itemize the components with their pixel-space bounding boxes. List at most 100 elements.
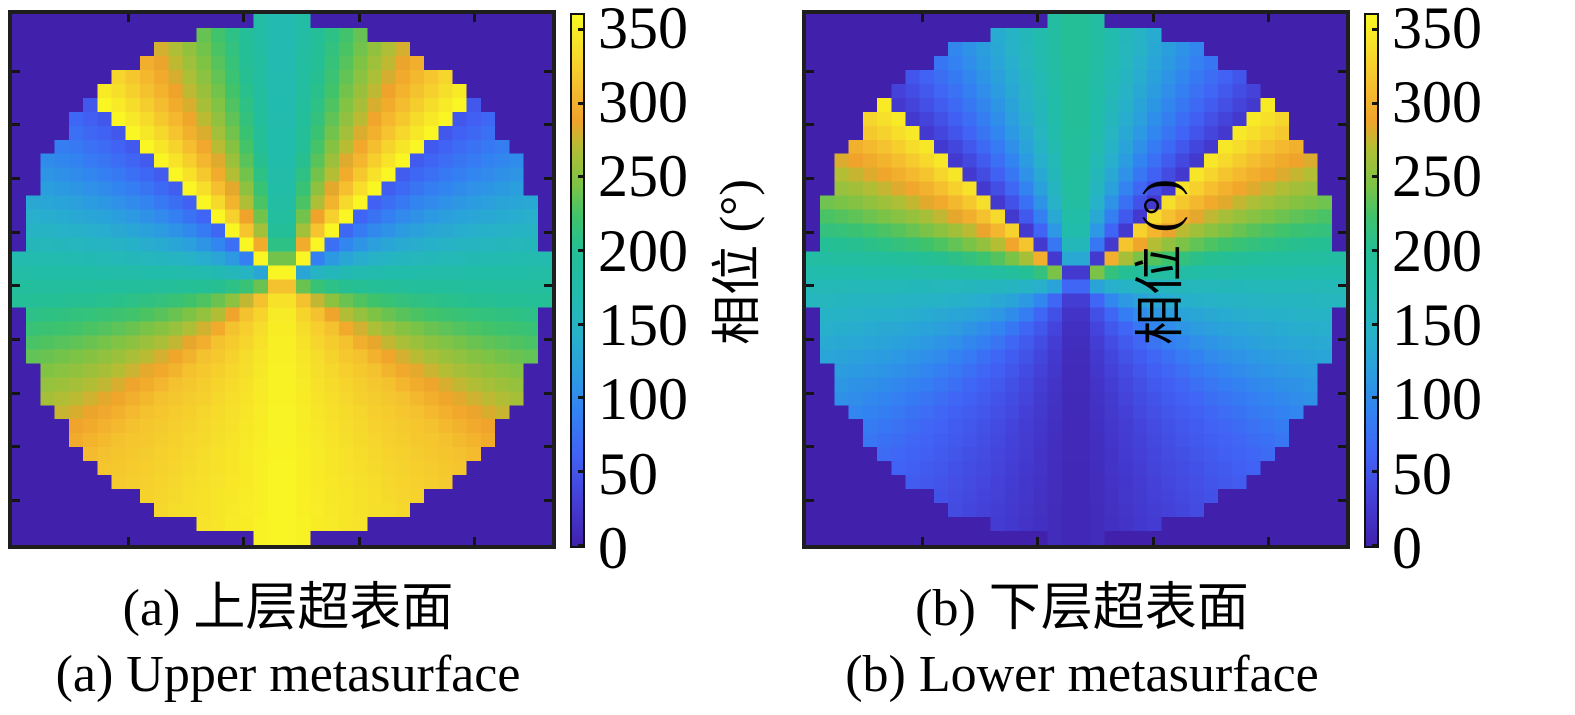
colorbar-tick: [1372, 27, 1377, 31]
axis-tick: [1338, 284, 1346, 288]
axis-tick: [473, 14, 477, 22]
axis-tick: [544, 69, 552, 73]
colorbar-tick: [578, 470, 583, 474]
axis-tick: [544, 445, 552, 449]
axis-tick: [12, 177, 20, 181]
axis-tick: [242, 14, 246, 22]
colorbar-tick-label: 350: [598, 0, 688, 61]
colorbar-tick-label: 200: [1392, 217, 1482, 284]
axis-tick: [806, 284, 814, 288]
axis-tick: [806, 230, 814, 234]
axis-tick: [1338, 177, 1346, 181]
colorbar-upper: [570, 13, 585, 548]
axis-tick: [1338, 445, 1346, 449]
axis-tick: [357, 14, 361, 22]
axis-tick: [544, 123, 552, 127]
axis-tick: [1338, 337, 1346, 341]
axis-tick: [1338, 391, 1346, 395]
axis-tick: [12, 284, 20, 288]
axis-tick: [242, 537, 246, 545]
axis-tick: [1267, 537, 1271, 545]
colorbar-tick: [1372, 175, 1377, 179]
axis-tick: [544, 498, 552, 502]
caption-upper-zh: (a) 上层超表面: [122, 580, 454, 637]
phase-heatmap-lower-canvas: [806, 14, 1346, 545]
axis-tick: [544, 337, 552, 341]
axis-tick: [12, 123, 20, 127]
colorbar-tick: [578, 322, 583, 326]
axis-tick: [12, 230, 20, 234]
colorbar-tick: [1372, 322, 1377, 326]
colorbar-tick-label: 0: [598, 515, 628, 581]
colorbar-tick-label: 100: [1392, 366, 1482, 433]
axis-tick: [1338, 123, 1346, 127]
colorbar-tick-label: 150: [598, 292, 688, 359]
axis-tick: [12, 69, 20, 73]
colorbar-tick: [578, 248, 583, 252]
axis-tick: [544, 284, 552, 288]
axes-lower: [802, 10, 1350, 549]
axis-tick: [806, 391, 814, 395]
colorbar-tick-label: 350: [1392, 0, 1482, 61]
axis-tick: [806, 337, 814, 341]
axis-tick: [473, 537, 477, 545]
colorbar-tick-label: 50: [598, 440, 658, 507]
axis-tick: [12, 445, 20, 449]
axes-upper: [8, 10, 556, 549]
axis-tick: [921, 537, 925, 545]
axis-tick: [1338, 498, 1346, 502]
axis-tick: [806, 445, 814, 449]
axis-tick: [806, 123, 814, 127]
axis-tick: [1036, 14, 1040, 22]
axis-tick: [1267, 14, 1271, 22]
axis-tick: [1036, 537, 1040, 545]
colorbar-tick-label: 250: [1392, 143, 1482, 210]
axis-tick: [1338, 230, 1346, 234]
caption-upper: (a) 上层超表面 (a) Upper metasurface: [8, 576, 568, 708]
axis-tick: [12, 337, 20, 341]
colorbar-tick: [578, 175, 583, 179]
colorbar-tick: [578, 101, 583, 105]
colorbar-tick: [578, 27, 583, 31]
axis-tick: [544, 230, 552, 234]
panel-lower: 0 50 100 150 200 250 300 350 相位 (°) (b) 下层超表面 (…: [794, 0, 1575, 715]
axis-tick: [806, 69, 814, 73]
colorbar-tick-label: 250: [598, 143, 688, 210]
colorbar-tick-label: 300: [598, 69, 688, 136]
colorbar-tick: [1372, 101, 1377, 105]
colorbar-tick-label: 100: [598, 366, 688, 433]
axis-tick: [544, 177, 552, 181]
colorbar-tick-labels-lower: 0 50 100 150 200 250 300 350: [1392, 0, 1562, 580]
axis-tick: [921, 14, 925, 22]
axis-tick: [1151, 537, 1155, 545]
caption-upper-en: (a) Upper metasurface: [55, 646, 521, 703]
colorbar-axis-label-lower: 相位 (°): [1132, 179, 1188, 345]
colorbar-tick: [1372, 544, 1377, 547]
phase-heatmap-upper-canvas: [12, 14, 552, 545]
colorbar-tick-label: 200: [598, 217, 688, 284]
axis-tick: [806, 498, 814, 502]
axis-tick: [1151, 14, 1155, 22]
colorbar-tick: [1372, 470, 1377, 474]
axis-tick: [12, 498, 20, 502]
colorbar-tick-labels-upper: 0 50 100 150 200 250 300 350: [598, 0, 768, 580]
colorbar-axis-label-upper: 相位 (°): [709, 179, 765, 345]
axis-tick: [127, 537, 131, 545]
axis-tick: [12, 391, 20, 395]
caption-lower: (b) 下层超表面 (b) Lower metasurface: [802, 576, 1362, 708]
colorbar-tick-label: 300: [1392, 69, 1482, 136]
colorbar-lower: [1364, 13, 1379, 548]
panel-upper: 0 50 100 150 200 250 300 350 相位 (°) (a) 上层超表面 (…: [8, 0, 768, 708]
colorbar-tick: [578, 544, 583, 547]
colorbar-tick-label: 0: [1392, 515, 1422, 581]
axis-tick: [357, 537, 361, 545]
colorbar-tick-label: 150: [1392, 292, 1482, 359]
colorbar-tick: [1372, 396, 1377, 400]
axis-tick: [806, 177, 814, 181]
axis-tick: [127, 14, 131, 22]
colorbar-tick: [578, 396, 583, 400]
caption-lower-en: (b) Lower metasurface: [845, 646, 1319, 703]
axis-tick: [1338, 69, 1346, 73]
colorbar-tick: [1372, 248, 1377, 252]
